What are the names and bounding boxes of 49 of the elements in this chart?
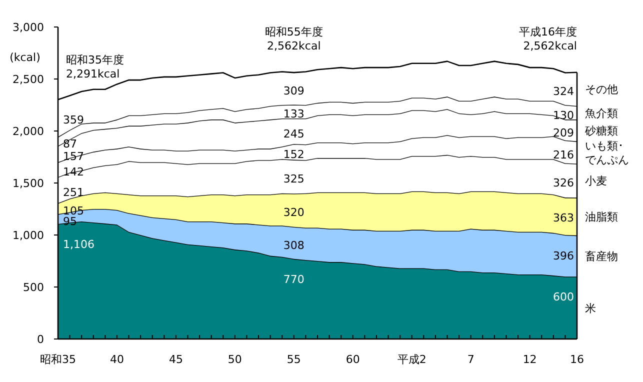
data-label: 326 bbox=[553, 176, 574, 190]
data-label: 309 bbox=[283, 84, 304, 98]
y-tick-label: 3,000 bbox=[12, 21, 44, 34]
annotation: 昭和35年度 2,291kcal bbox=[66, 54, 124, 81]
x-tick-label: 昭和35 bbox=[40, 353, 76, 366]
x-tick-label: 7 bbox=[467, 353, 474, 366]
data-label: 251 bbox=[63, 186, 84, 200]
annotation: 昭和55年度 2,562kcal bbox=[264, 26, 323, 53]
data-label: 325 bbox=[283, 172, 304, 186]
series-label: 畜産物 bbox=[585, 250, 618, 264]
data-label: 130 bbox=[553, 108, 574, 122]
x-tick-label: 45 bbox=[168, 353, 183, 366]
data-label: 359 bbox=[63, 114, 84, 127]
x-tick-label: 55 bbox=[286, 353, 301, 366]
data-label: 770 bbox=[283, 272, 304, 286]
series-label: 油脂類 bbox=[585, 210, 618, 224]
y-tick-label: 1,500 bbox=[12, 177, 44, 190]
y-axis-title: (kcal) bbox=[10, 51, 40, 64]
data-label: 209 bbox=[553, 126, 574, 140]
data-label: 363 bbox=[553, 212, 574, 225]
x-tick-label: 16 bbox=[570, 353, 584, 366]
series-label: 米 bbox=[585, 302, 596, 315]
y-tick-label: 2,000 bbox=[12, 125, 44, 138]
series-label: 魚介類 bbox=[585, 106, 618, 120]
series-label: その他 bbox=[585, 83, 618, 96]
data-label: 245 bbox=[283, 127, 304, 140]
series-label: いも類･でんぷん bbox=[585, 140, 629, 167]
x-tick-label: 50 bbox=[228, 353, 242, 366]
data-label: 320 bbox=[283, 206, 304, 220]
x-tick-label: 12 bbox=[522, 353, 537, 366]
data-label: 133 bbox=[283, 108, 304, 121]
data-label: 324 bbox=[553, 85, 574, 98]
x-tick-label: 60 bbox=[346, 353, 360, 366]
series-label: 小麦 bbox=[585, 174, 607, 188]
data-label: 216 bbox=[553, 148, 574, 162]
y-tick-label: 1,000 bbox=[12, 229, 44, 242]
y-tick-label: 500 bbox=[23, 281, 44, 294]
x-tick-label: 平成2 bbox=[397, 353, 426, 366]
data-label: 1,106 bbox=[63, 238, 94, 251]
data-label: 396 bbox=[553, 249, 574, 262]
data-label: 87 bbox=[63, 137, 77, 150]
y-tick-label: 0 bbox=[37, 333, 44, 346]
data-label: 600 bbox=[553, 290, 574, 304]
annotation: 平成16年度 2,562kcal bbox=[519, 26, 577, 53]
y-tick-label: 2,500 bbox=[12, 73, 44, 86]
data-label: 152 bbox=[283, 148, 304, 161]
x-tick-label: 40 bbox=[110, 353, 124, 366]
series-label: 砂糖類 bbox=[584, 124, 618, 138]
data-label: 308 bbox=[283, 238, 304, 252]
